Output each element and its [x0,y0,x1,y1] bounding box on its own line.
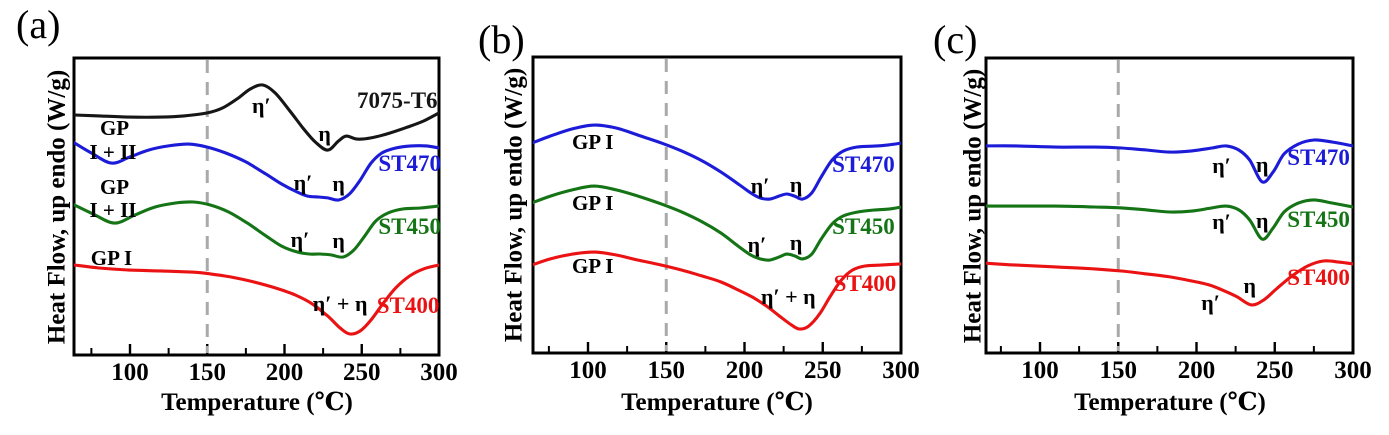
x-tick-label: 300 [420,359,458,386]
x-tick-label: 200 [1178,357,1216,384]
panel-b-x-axis-title: Temperature (℃) [621,389,813,416]
x-tick-label: 300 [882,357,920,384]
curve-name-label-7075-T6: 7075-T6 [357,88,438,113]
curve-7075-T6 [74,83,439,152]
curve-ST400 [986,259,1353,307]
curve-ST450 [74,200,439,259]
x-tick-label: 100 [569,357,607,384]
curve-name-label-ST400: ST400 [1287,265,1350,290]
panel-a-letter: (a) [16,2,61,47]
curve-name-label-ST470: ST470 [832,152,895,177]
x-tick-label: 250 [343,359,381,386]
x-tick-label: 250 [804,357,842,384]
gp-zone-label: GP [100,175,129,199]
phase-label: η′ [1212,153,1231,178]
curve-name-label-ST470: ST470 [378,151,441,176]
phase-label: η [332,228,345,253]
x-tick-label: 150 [648,357,686,384]
x-tick-label: 150 [1100,357,1138,384]
curve-ST470 [74,141,439,202]
gp-zone-label: GP I [572,130,613,154]
curve-name-label-ST450: ST450 [378,214,441,239]
phase-label: η′ [1201,290,1220,315]
gp-zone-label: I + II [90,140,137,164]
phase-label: η′ + η [313,291,368,316]
phase-label: η [1256,208,1269,233]
panel-c-y-axis-title: Heat Flow, up endo (W/g) [959,68,987,344]
phase-label: η′ [252,93,271,118]
gp-zone-label: I + II [90,198,137,222]
phase-label: η′ [294,170,313,195]
curve-name-label-ST400: ST400 [834,271,897,296]
phase-label: η′ [748,232,767,257]
panel-b-letter: (b) [478,17,525,62]
phase-label: η′ [1212,209,1231,234]
panel-c-x-axis-title: Temperature (℃) [1074,389,1266,416]
curve-ST450 [986,198,1353,241]
gp-zone-label: GP I [572,191,613,215]
panel-b-plot: 100 150 200 250 300 GP I GP I GP I η′ η η′ η η′ + η S… [531,55,920,384]
gp-zone-label: GP I [91,246,132,270]
panel-a-y-axis-title: Heat Flow, up endo (W/g) [43,69,71,345]
phase-label: η′ + η [761,284,816,309]
panel-c: 100 150 200 250 300 η′ η η′ η η′ η ST470 ST450 ST400 … [926,0,1389,435]
x-tick-label: 100 [111,359,149,386]
phase-label: η [1243,273,1256,298]
phase-label: η [1256,152,1269,177]
curve-ST400 [74,263,439,336]
phase-label: η′ [291,227,310,252]
phase-label: η [790,230,803,255]
curve-ST450 [533,184,901,262]
curve-ST400 [533,250,901,331]
curve-ST470 [533,123,901,201]
panel-c-letter: (c) [933,17,978,62]
curve-name-label-ST400: ST400 [377,293,440,318]
phase-label: η [318,121,331,146]
curve-name-label-ST450: ST450 [1287,207,1350,232]
panel-b-y-axis-title: Heat Flow, up endo (W/g) [500,67,528,343]
x-tick-label: 100 [1021,357,1059,384]
axes-box [531,55,903,355]
gp-zone-label: GP [100,116,129,140]
x-tick-label: 200 [726,357,764,384]
phase-label: η [332,171,345,196]
x-tick-label: 150 [189,359,227,386]
x-tick-label: 250 [1256,357,1294,384]
panel-b: 100 150 200 250 300 GP I GP I GP I η′ η η′ η η′ + η S… [463,0,926,435]
phase-label: η [790,172,803,197]
curve-name-label-ST470: ST470 [1287,145,1350,170]
x-tick-label: 200 [266,359,304,386]
panel-a-x-axis-title: Temperature (℃) [161,389,353,416]
curve-ST470 [986,138,1353,184]
phase-label: η′ [751,173,770,198]
curve-name-label-ST450: ST450 [832,214,895,239]
panel-c-plot: 100 150 200 250 300 η′ η η′ η η′ η ST470 ST450 ST400 [984,56,1372,384]
x-tick-label: 300 [1334,357,1372,384]
gp-zone-label: GP I [572,254,613,278]
